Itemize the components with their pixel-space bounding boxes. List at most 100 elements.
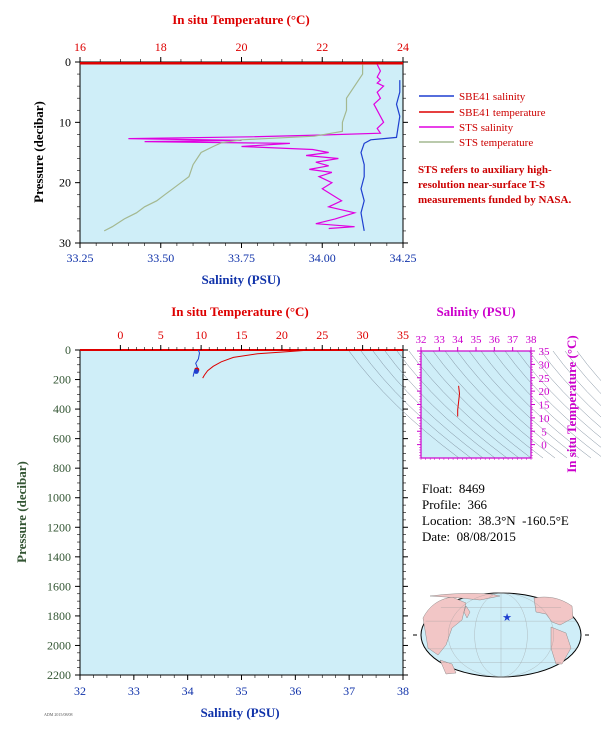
ts-series-group <box>457 385 461 417</box>
top-pressure-axis-label: Pressure (decibar) <box>31 101 46 203</box>
top-axes-group: 33.25 33.50 33.75 34.00 34.25 16 18 20 22 24 0 10 20… <box>59 40 417 265</box>
map-land <box>422 593 574 675</box>
bottom-temp-tick-label: 15 <box>236 328 248 342</box>
float-id: Float: 8469 <box>422 481 485 496</box>
bottom-series-line-1 <box>202 349 311 379</box>
ts-salinity-tick-label: 33 <box>434 334 446 346</box>
ts-series-line-0 <box>457 385 461 417</box>
ts-salinity-axis-label: Salinity (PSU) <box>436 304 515 319</box>
ts-salinity-tick-label: 34 <box>452 334 464 346</box>
bottom-temp-tick-label: 5 <box>158 328 164 342</box>
bottom-pressure-tick-label: 2000 <box>47 638 71 652</box>
top-temp-tick-label: 22 <box>316 40 328 54</box>
map-graticule <box>425 592 577 678</box>
ts-density-contour <box>576 350 601 382</box>
top-pressure-tick-label: 0 <box>65 55 71 69</box>
bottom-temp-axis-label: In situ Temperature (°C) <box>171 304 309 319</box>
top-pressure-tick-label: 10 <box>59 115 71 129</box>
top-plot-area <box>79 61 404 244</box>
top-series-line-2 <box>128 64 385 230</box>
bottom-pressure-tick-label: 1800 <box>47 609 71 623</box>
ts-density-contour <box>384 350 496 459</box>
bottom-pressure-tick-label: 200 <box>53 373 71 387</box>
bottom-axes-group: 32 33 34 35 36 37 38 0 5 10 15 20 25 30 35 0 200 400 600 80… <box>47 328 409 698</box>
bottom-temp-tick-label: 30 <box>357 328 369 342</box>
ts-density-contour <box>432 350 544 459</box>
legend-label-sts-salinity: STS salinity <box>459 122 514 134</box>
ts-density-contour <box>468 350 580 459</box>
ts-density-contour <box>360 350 472 459</box>
ts-density-contour <box>540 350 601 418</box>
top-salinity-tick-label: 34.00 <box>309 251 336 265</box>
ts-density-contour <box>528 350 601 428</box>
top-temp-tick-label: 18 <box>155 40 167 54</box>
location: Location: 38.3°N -160.5°E <box>422 513 569 528</box>
ts-density-contour <box>408 350 520 459</box>
ts-density-contour <box>420 350 532 459</box>
ts-density-contour <box>456 350 568 459</box>
bottom-pressure-tick-label: 1200 <box>47 520 71 534</box>
float-info: Float: 8469 Profile: 366 Location: 38.3°… <box>422 481 569 545</box>
legend: SBE41 salinity SBE41 temperature STS sal… <box>419 91 546 149</box>
bottom-salinity-tick-label: 32 <box>74 684 86 698</box>
bottom-chart: 32 33 34 35 36 37 38 0 5 10 15 20 25 30 35 0 200 400 600 80… <box>14 304 409 720</box>
bottom-pressure-tick-label: 1400 <box>47 550 71 564</box>
bottom-salinity-tick-label: 36 <box>289 684 301 698</box>
ts-temp-tick-label: 10 <box>539 413 551 425</box>
ts-salinity-tick-label: 37 <box>507 334 519 346</box>
top-salinity-axis-label: Salinity (PSU) <box>201 272 280 287</box>
bottom-salinity-tick-label: 33 <box>128 684 140 698</box>
ts-density-contour <box>492 350 601 457</box>
bottom-salinity-axis-label: Salinity (PSU) <box>200 705 279 720</box>
top-pressure-tick-label: 30 <box>59 236 71 250</box>
top-salinity-tick-label: 33.25 <box>67 251 94 265</box>
legend-label-sbe41-salinity: SBE41 salinity <box>459 91 526 103</box>
bottom-temp-tick-label: 0 <box>117 328 123 342</box>
bottom-pressure-tick-label: 0 <box>65 343 71 357</box>
bottom-pressure-tick-label: 1000 <box>47 491 71 505</box>
ts-salinity-tick-label: 36 <box>489 334 501 346</box>
bottom-pressure-tick-label: 1600 <box>47 579 71 593</box>
bottom-salinity-tick-label: 37 <box>343 684 355 698</box>
ts-salinity-tick-label: 32 <box>416 334 427 346</box>
ts-temp-tick-label: 20 <box>539 386 551 398</box>
ts-density-contour <box>396 350 508 459</box>
top-temp-tick-label: 20 <box>236 40 248 54</box>
ts-salinity-tick-label: 38 <box>526 334 538 346</box>
date: Date: 08/08/2015 <box>422 529 516 544</box>
top-salinity-tick-label: 33.50 <box>147 251 174 265</box>
bottom-pressure-tick-label: 800 <box>53 461 71 475</box>
top-temp-tick-label: 24 <box>397 40 409 54</box>
ts-density-contour <box>348 350 460 459</box>
bottom-salinity-tick-label: 38 <box>397 684 409 698</box>
ts-density-contour <box>480 350 592 459</box>
float-location-marker: ★ <box>502 611 512 624</box>
legend-label-sts-temperature: STS temperature <box>459 137 533 149</box>
bottom-salinity-tick-label: 35 <box>236 684 248 698</box>
bottom-salinity-tick-label: 34 <box>182 684 194 698</box>
bottom-pressure-tick-label: 600 <box>53 432 71 446</box>
ts-temp-tick-label: 25 <box>539 373 551 385</box>
top-series-group <box>80 61 403 232</box>
footer-text: ADM 2015/08/08 <box>44 712 73 717</box>
ts-density-contour <box>564 350 601 395</box>
sts-note: STS refers to auxiliary high-resolution … <box>418 164 572 206</box>
bottom-temp-tick-label: 20 <box>276 328 288 342</box>
ts-temp-tick-label: 30 <box>539 359 551 371</box>
top-salinity-tick-label: 34.25 <box>390 251 417 265</box>
ts-density-contour <box>444 350 556 459</box>
bottom-temp-tick-label: 10 <box>195 328 207 342</box>
top-pressure-tick-label: 20 <box>59 176 71 190</box>
top-temp-axis-label: In situ Temperature (°C) <box>172 12 310 27</box>
ts-temp-axis-label: In situ Temperature (°C) <box>564 335 579 473</box>
ts-temp-tick-label: 0 <box>541 440 547 452</box>
bottom-pressure-tick-label: 2200 <box>47 668 71 682</box>
top-series-line-0 <box>360 80 401 232</box>
ts-temp-tick-label: 15 <box>539 400 551 412</box>
top-temp-tick-label: 16 <box>74 40 86 54</box>
profile-number: Profile: 366 <box>422 497 487 512</box>
ts-temp-tick-label: 5 <box>541 426 547 438</box>
